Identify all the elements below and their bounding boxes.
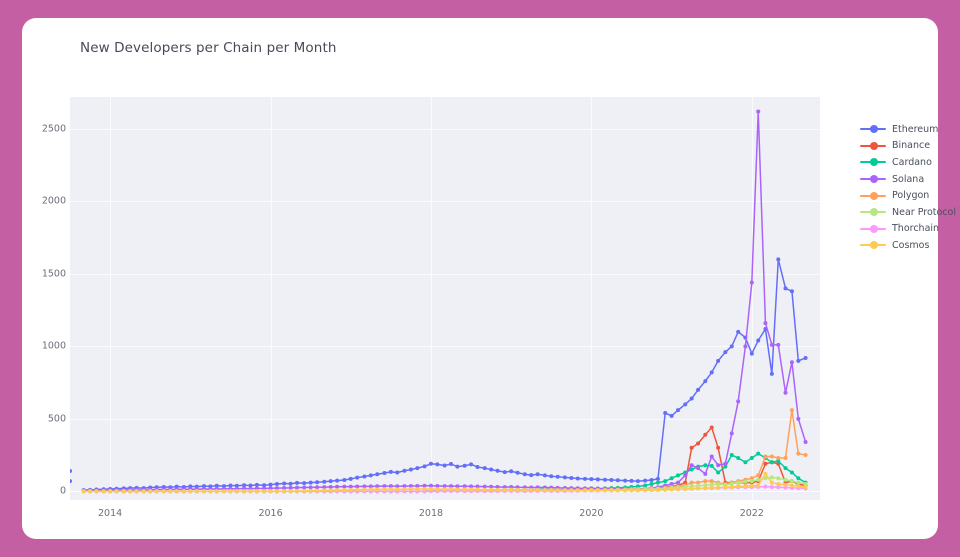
plot-area: 0 500 1000 1500 2000 2500 2014 2016 2018 2020 202… [42,97,820,519]
legend-item-cardano[interactable]: Cardano [860,154,960,171]
series-cosmos [81,471,808,494]
legend-item-label: Solana [892,173,925,185]
series-ethereum [70,257,808,493]
legend-item-label: Thorchain [892,223,940,235]
legend-item-ethereum[interactable]: Ethereum [860,121,960,138]
page-title: New Developers per Chain per Month [80,40,337,56]
legend-item-cosmos[interactable]: Cosmos [860,237,960,254]
gridline-horizontal [70,201,820,203]
legend-item-label: Binance [892,140,931,152]
y-axis-tick-label: 2500 [41,123,66,135]
legend-item-polygon[interactable]: Polygon [860,187,960,204]
y-axis-tick-label: 1500 [41,268,66,280]
legend-swatch-icon [860,156,886,168]
x-axis-tick-label: 2020 [579,508,604,519]
legend-item-label: Cosmos [892,239,930,251]
gridline-horizontal [70,273,820,275]
x-axis-tick-label: 2016 [258,508,283,519]
gridline-vertical [430,97,432,500]
x-axis-tick-label: 2014 [98,508,123,519]
legend-swatch-icon [860,206,886,218]
gridline-vertical [110,97,112,500]
plot-background [70,97,820,500]
legend-item-binance[interactable]: Binance [860,138,960,155]
series-lines [70,109,808,494]
legend-item-label: Polygon [892,190,930,202]
y-axis-tick-label: 500 [47,413,66,425]
legend-swatch-icon [860,123,886,135]
legend-item-label: Near Protocol [892,206,956,218]
legend-item-solana[interactable]: Solana [860,171,960,188]
gridline-vertical [270,97,272,500]
legend-item-thorchain[interactable]: Thorchain [860,221,960,238]
legend-item-label: Ethereum [892,123,939,135]
y-axis-tick-label: 1000 [41,340,66,352]
legend-swatch-icon [860,140,886,152]
gridline-horizontal [70,346,820,348]
chart-card: New Developers per Chain per Month 0 500 1… [22,18,956,539]
legend-swatch-icon [860,239,886,251]
legend-item-near-protocol[interactable]: Near Protocol [860,204,960,221]
y-axis-tick-label: 0 [59,485,66,497]
legend-swatch-icon [860,223,886,235]
y-axis-tick-label: 2000 [41,195,66,207]
gridline-horizontal [70,128,820,130]
series-polygon [81,408,808,494]
series-solana [81,109,808,493]
legend-swatch-icon [860,173,886,185]
x-axis-tick-label: 2018 [418,508,444,519]
legend[interactable]: Ethereum Binance Cardano Solana Polygon Near … [860,121,960,254]
x-axis-tick-label: 2022 [739,508,764,519]
legend-swatch-icon [860,190,886,202]
gridline-horizontal [70,418,820,420]
gridline-vertical [591,97,593,500]
legend-item-label: Cardano [892,156,932,168]
gridline-vertical [751,97,753,500]
